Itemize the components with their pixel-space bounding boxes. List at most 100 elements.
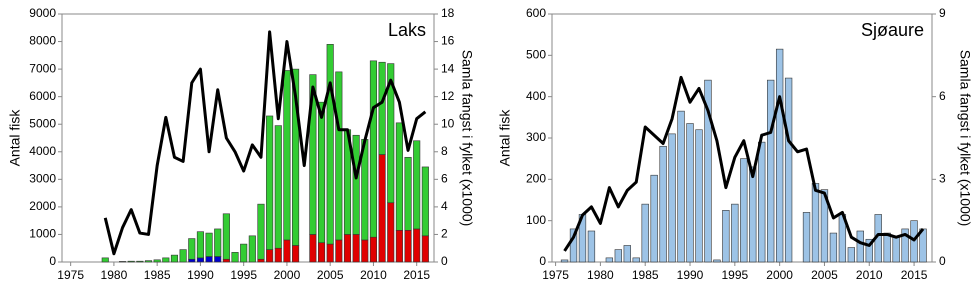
x-tick-label: 1980 [587,268,614,282]
bar [758,141,766,263]
bar [847,247,856,263]
bar [214,256,222,263]
y2-tick-label: 6 [441,172,448,186]
y-axis-label: Antal fisk [497,109,513,167]
bar [326,243,334,263]
bar [421,235,429,263]
bar [775,48,784,263]
y2-tick-label: 12 [441,89,455,103]
x-tick-label: 1980 [101,268,128,282]
bar [127,260,135,263]
bar [650,174,658,263]
x-tick-label: 1995 [230,268,257,282]
bar [378,61,386,155]
y2-tick-label: 10 [441,116,455,130]
bar [587,230,596,263]
bar [811,183,820,263]
bar [361,239,369,263]
bar [413,140,421,230]
bar [395,122,403,231]
y-tick-label: 2000 [29,199,56,213]
y2-tick-label: 3 [939,172,946,186]
y-tick-label: 3000 [29,172,56,186]
bar [248,235,256,263]
bar [404,156,412,231]
bar [188,258,196,263]
x-tick-label: 2000 [766,268,793,282]
y2-axis-label: Samla fangst i fylket (x1000) [957,50,973,227]
bar [240,243,248,263]
y2-tick-label: 0 [939,254,946,268]
y2-tick-label: 6 [939,89,946,103]
bar [659,145,667,263]
bar [378,154,386,263]
bar [856,230,864,263]
x-tick-label: 1995 [721,268,748,282]
bar [713,259,721,263]
bar [309,74,317,235]
bar [695,129,703,263]
bar [162,257,170,263]
y2-tick-label: 14 [441,61,455,75]
bar [677,110,685,263]
bar [179,249,187,263]
bar [144,260,153,263]
y-tick-label: 0 [539,254,546,268]
bar [352,234,360,263]
bar [283,70,291,241]
bar [641,203,649,263]
bar [749,166,757,263]
bar [266,115,274,250]
bar [136,260,144,263]
y-tick-label: 500 [526,48,546,62]
x-tick-label: 2015 [403,268,430,282]
bar [274,247,282,263]
bar [222,213,230,260]
y-tick-label: 5000 [29,116,56,130]
bar [767,79,775,263]
bar [569,228,578,263]
bar [560,259,569,263]
y-tick-label: 9000 [29,6,56,20]
bar [153,259,161,263]
x-tick-label: 1985 [144,268,171,282]
bar [222,258,230,263]
bar [119,261,127,263]
bar [205,232,213,257]
line [563,75,925,252]
bar [883,232,891,263]
y2-tick-label: 0 [441,254,448,268]
bar [784,77,793,263]
bar [731,203,739,263]
x-tick-label: 1990 [187,268,214,282]
bar [335,71,343,241]
bar [632,257,640,263]
bar [283,239,291,263]
bar [196,257,204,263]
chart-title: Sjøaure [861,20,924,40]
y-tick-label: 200 [526,172,546,186]
plot-frame [61,13,435,263]
bar [740,158,748,263]
bar [395,230,403,263]
bar [101,257,109,263]
y2-axis-label: Samla fangst i fylket (x1000) [459,50,475,227]
y-tick-label: 600 [526,6,546,20]
bar [317,242,326,263]
x-tick-label: 1990 [677,268,704,282]
bar [421,166,429,237]
bar [205,256,213,263]
bar [614,249,622,263]
bar [892,236,900,263]
bar [257,258,265,263]
y-tick-label: 1000 [29,227,56,241]
y2-tick-label: 8 [441,144,448,158]
bar [369,236,377,263]
bar [266,249,274,263]
bar [343,234,352,263]
bar [352,134,360,235]
bar [605,257,614,263]
bar [686,123,694,263]
bar [274,125,282,249]
y-tick-label: 6000 [29,89,56,103]
